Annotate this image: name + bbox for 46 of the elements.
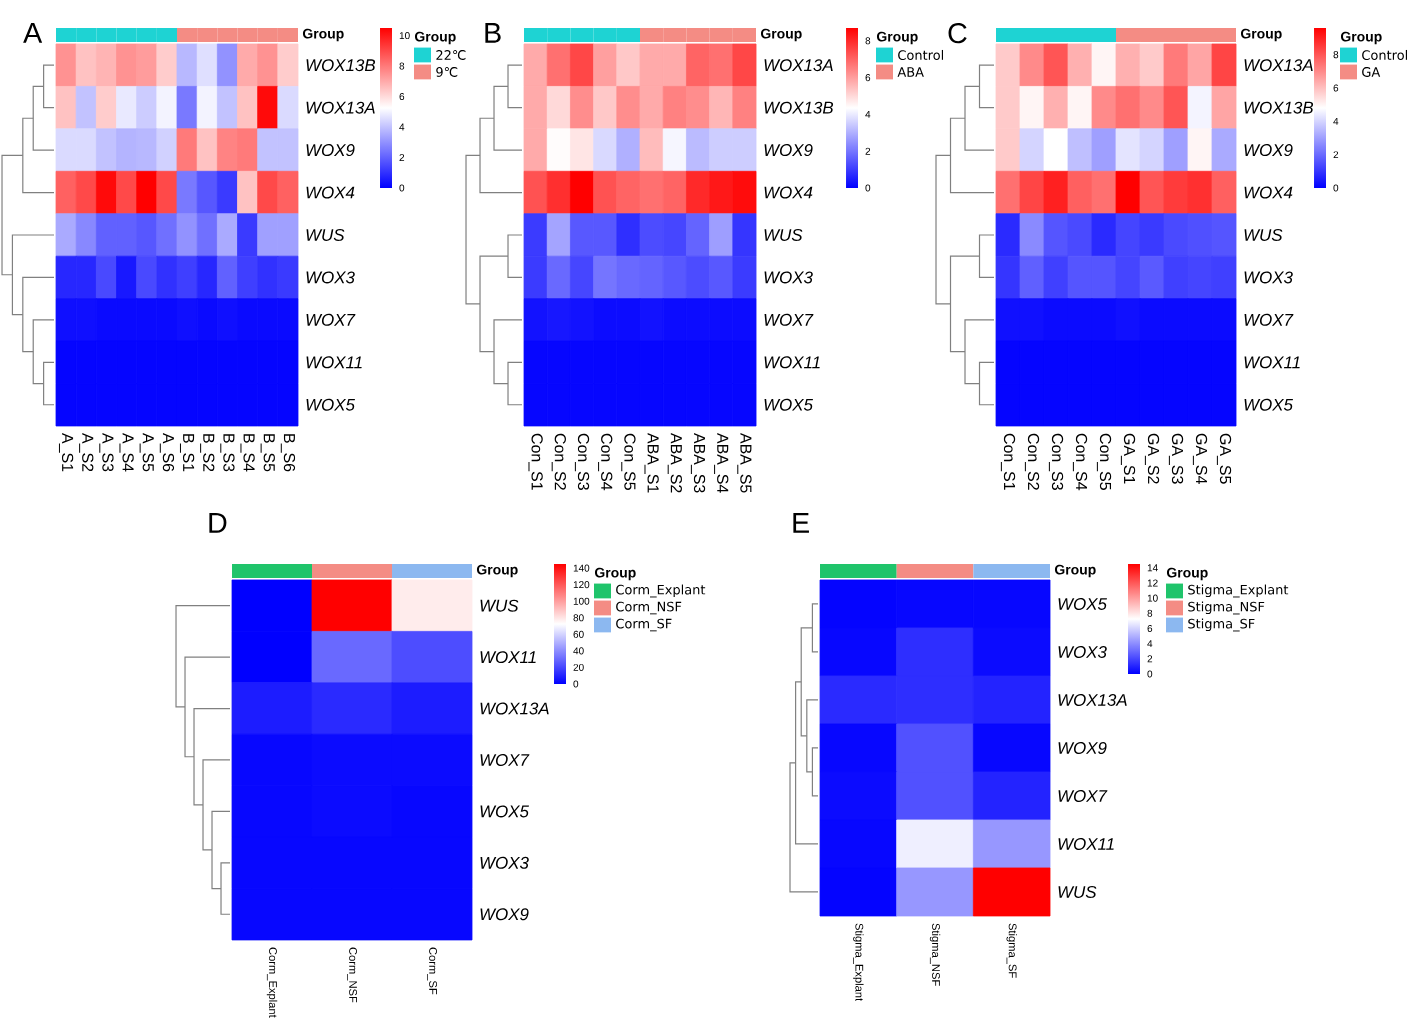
y-tick-label: WOX11 xyxy=(480,651,536,664)
y-tick-label: WOX13B xyxy=(764,101,834,114)
y-tick-label: WOX13A xyxy=(1058,694,1127,706)
y-tick-label: WOX5 xyxy=(764,398,813,411)
y-tick-label: WOX11 xyxy=(764,356,820,369)
y-tick-label: WOX13A xyxy=(306,101,375,114)
y-tick-label: WOX7 xyxy=(764,313,814,326)
y-tick-label: WUS xyxy=(1244,228,1283,241)
chart-title: E xyxy=(793,513,809,533)
y-tick-label: WOX4 xyxy=(306,186,355,199)
y-tick-label: WUS xyxy=(764,228,803,241)
y-tick-label: WOX7 xyxy=(1058,790,1108,802)
y-tick-label: WOX7 xyxy=(1244,313,1294,326)
y-tick-label: WOX5 xyxy=(306,398,355,411)
chart-title: A xyxy=(23,23,43,43)
y-tick-label: WOX9 xyxy=(1244,144,1293,157)
y-tick-label: WOX11 xyxy=(1058,838,1114,850)
y-tick-label: WOX13A xyxy=(480,702,549,715)
y-tick-label: WOX3 xyxy=(1058,645,1107,658)
y-tick-label: WOX5 xyxy=(1058,597,1107,610)
y-tick-label: WOX9 xyxy=(1058,742,1107,754)
y-tick-label: WOX13A xyxy=(764,59,833,72)
y-tick-label: WOX13A xyxy=(1244,59,1313,72)
y-tick-label: WUS xyxy=(1058,886,1097,898)
y-tick-label: WOX4 xyxy=(1244,186,1293,199)
y-tick-label: WOX7 xyxy=(480,753,530,766)
y-tick-label: WOX11 xyxy=(1244,356,1300,369)
chart-title: C xyxy=(948,23,967,44)
y-tick-label: WUS xyxy=(480,599,519,612)
y-tick-label: WOX9 xyxy=(480,908,529,921)
chart-title: B xyxy=(485,23,501,43)
y-tick-label: WOX4 xyxy=(764,186,813,199)
y-tick-label: WOX13B xyxy=(1244,101,1314,114)
y-tick-label: WOX3 xyxy=(764,271,813,284)
y-tick-label: WOX3 xyxy=(480,856,529,869)
y-tick-label: WOX9 xyxy=(306,144,355,157)
y-tick-label: WOX5 xyxy=(480,805,529,818)
y-tick-label: WOX3 xyxy=(306,271,355,284)
chart-title: D xyxy=(209,513,227,533)
y-tick-label: WOX9 xyxy=(764,144,813,157)
y-tick-label: WOX7 xyxy=(306,313,356,326)
y-tick-label: WOX3 xyxy=(1244,271,1293,284)
y-tick-label: WOX13B xyxy=(306,59,376,72)
y-tick-label: WOX11 xyxy=(306,356,362,369)
y-tick-label: WOX5 xyxy=(1244,398,1293,411)
y-tick-label: WUS xyxy=(306,228,345,241)
